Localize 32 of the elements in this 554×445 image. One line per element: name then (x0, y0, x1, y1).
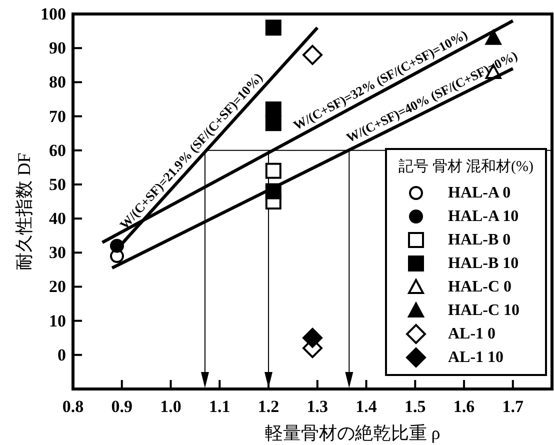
legend-label: HAL-A 10 (448, 208, 519, 225)
x-tick-label: 1.2 (258, 397, 280, 416)
x-tick-label: 0.9 (111, 397, 133, 416)
x-axis-title: 軽量骨材の絶乾比重 ρ (264, 423, 440, 443)
legend-title: 記号 骨材 混和材(%) (398, 158, 534, 175)
legend-label: HAL-A 0 (448, 184, 511, 202)
x-tick-label: 1.1 (209, 397, 230, 416)
x-tick-label: 1.0 (160, 397, 182, 416)
legend-label: HAL-B 0 (448, 232, 511, 248)
y-axis-title: 耐久性指数 DF (14, 152, 34, 270)
y-tick-label: 10 (49, 311, 66, 330)
x-tick-label: 1.5 (404, 397, 426, 416)
y-tick-label: 90 (49, 38, 66, 58)
x-tick-label: 1.7 (502, 397, 524, 416)
x-tick-label: 1.4 (356, 397, 378, 416)
x-tick-label: 1.3 (306, 397, 328, 416)
legend-label: HAL-B 10 (448, 255, 519, 272)
y-tick-label: 70 (49, 106, 66, 126)
legend-label: AL-1 10 (448, 349, 504, 366)
y-tick-label: 50 (49, 174, 66, 194)
y-tick-label: 40 (49, 209, 66, 228)
y-tick-label: 80 (49, 72, 66, 92)
y-tick-label: 100 (40, 4, 66, 24)
legend-label: AL-1 0 (448, 326, 496, 342)
legend-label: HAL-C 10 (448, 302, 520, 319)
y-tick-label: 60 (49, 140, 66, 160)
x-tick-label: 0.8 (62, 397, 84, 416)
y-tick-label: 0 (58, 345, 66, 364)
y-tick-label: 20 (49, 277, 66, 296)
y-tick-label: 30 (49, 243, 66, 262)
legend-label: HAL-C 0 (448, 278, 512, 296)
x-tick-label: 1.6 (453, 397, 475, 416)
